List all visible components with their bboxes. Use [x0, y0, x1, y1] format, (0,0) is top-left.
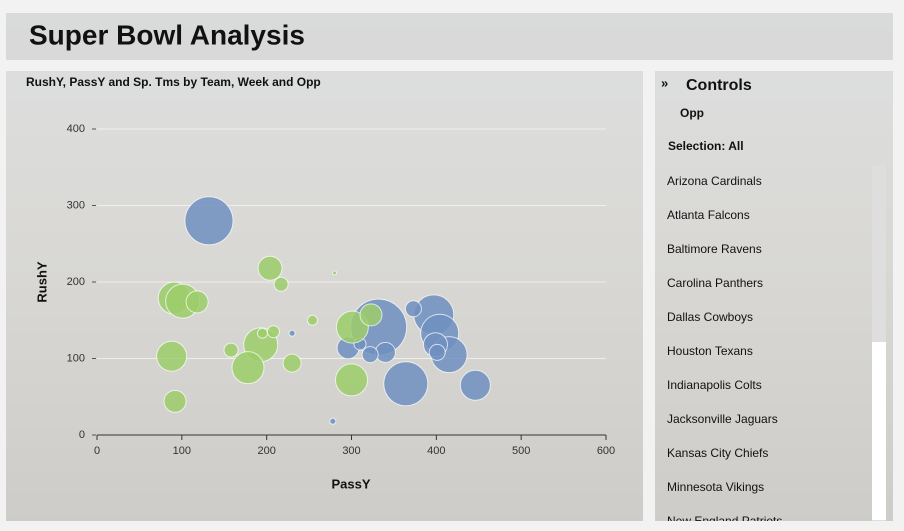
collapse-icon[interactable]: » [661, 75, 668, 90]
bubble[interactable] [306, 314, 318, 326]
controls-panel [655, 71, 893, 521]
x-tick-label: 100 [173, 445, 191, 457]
gap [643, 71, 655, 521]
x-tick-label: 500 [512, 445, 530, 457]
bubble[interactable] [335, 363, 368, 397]
y-tick-label: 0 [79, 429, 85, 441]
bubble[interactable] [163, 389, 187, 413]
bubble[interactable] [288, 329, 296, 337]
bubble[interactable] [156, 340, 188, 372]
bubble[interactable] [374, 341, 396, 363]
x-tick-label: 600 [597, 445, 615, 457]
bubble[interactable] [428, 343, 446, 361]
filter-option[interactable]: Arizona Cardinals [667, 174, 762, 188]
bubble[interactable] [404, 300, 422, 318]
filter-option[interactable]: Indianapolis Colts [667, 378, 762, 392]
bubble[interactable] [185, 290, 209, 314]
filter-option[interactable]: Baltimore Ravens [667, 242, 762, 256]
bubble[interactable] [184, 196, 234, 246]
filter-option[interactable]: Carolina Panthers [667, 276, 763, 290]
bubble[interactable] [359, 303, 383, 327]
selection-label[interactable]: Selection: All [668, 139, 744, 153]
filter-option[interactable]: New England Patriots [667, 514, 782, 528]
x-tick-label: 400 [427, 445, 445, 457]
chart-panel [6, 71, 643, 521]
y-tick-label: 400 [67, 123, 85, 135]
chart-title: RushY, PassY and Sp. Tms by Team, Week a… [26, 75, 321, 89]
x-axis-label: PassY [331, 476, 370, 491]
filter-option[interactable]: Atlanta Falcons [667, 208, 750, 222]
bubble[interactable] [361, 346, 379, 364]
bubble[interactable] [329, 417, 337, 425]
bubble[interactable] [332, 270, 338, 276]
filter-option[interactable]: Kansas City Chiefs [667, 446, 768, 460]
y-tick-label: 300 [67, 199, 85, 211]
header-title: Super Bowl Analysis [29, 19, 305, 50]
bubble[interactable] [282, 353, 302, 373]
filter-option[interactable]: Minnesota Vikings [667, 480, 764, 494]
y-tick-label: 200 [67, 276, 85, 288]
gap [6, 60, 893, 71]
filter-option[interactable]: Houston Texans [667, 344, 753, 358]
x-tick-label: 300 [342, 445, 360, 457]
gap [0, 521, 904, 531]
bubble[interactable] [223, 342, 239, 358]
filter-option[interactable]: Dallas Cowboys [667, 310, 753, 324]
y-tick-label: 100 [67, 352, 85, 364]
filter-field: Opp [680, 106, 704, 120]
bubble[interactable] [383, 361, 429, 407]
bubble[interactable] [256, 327, 268, 339]
bubble[interactable] [459, 369, 491, 401]
scrollbar-thumb[interactable] [872, 342, 886, 520]
x-tick-label: 200 [257, 445, 275, 457]
bubble[interactable] [273, 276, 289, 292]
y-axis-label: RushY [34, 261, 49, 303]
header-bar [6, 13, 893, 60]
filter-option[interactable]: Jacksonville Jaguars [667, 412, 778, 426]
bubble[interactable] [231, 351, 265, 385]
filter-list: Arizona Cardinals Atlanta Falcons Baltimor… [667, 174, 782, 528]
bubble[interactable] [266, 325, 280, 339]
controls-title: Controls [686, 77, 752, 94]
x-tick-label: 0 [94, 445, 100, 457]
bubble[interactable] [257, 255, 283, 281]
